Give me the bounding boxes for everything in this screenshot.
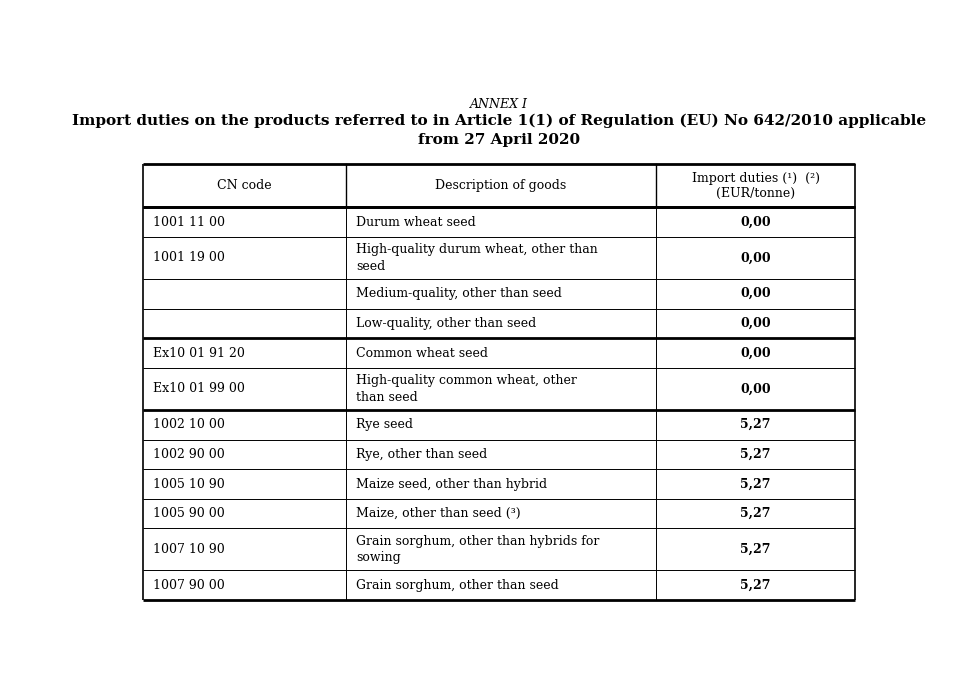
Text: 5,27: 5,27: [740, 579, 771, 592]
Text: Grain sorghum, other than seed: Grain sorghum, other than seed: [356, 579, 558, 592]
Text: 0,00: 0,00: [740, 317, 771, 330]
Text: CN code: CN code: [217, 179, 272, 192]
Text: Import duties on the products referred to in Article 1(1) of Regulation (EU) No : Import duties on the products referred t…: [72, 114, 926, 147]
Text: 5,27: 5,27: [740, 418, 771, 431]
Text: High-quality durum wheat, other than
seed: High-quality durum wheat, other than see…: [356, 243, 597, 273]
Text: 0,00: 0,00: [740, 216, 771, 229]
Text: 0,00: 0,00: [740, 287, 771, 300]
Text: 5,27: 5,27: [740, 543, 771, 556]
Text: Common wheat seed: Common wheat seed: [356, 347, 488, 360]
Text: High-quality common wheat, other
than seed: High-quality common wheat, other than se…: [356, 374, 577, 403]
Text: 1005 10 90: 1005 10 90: [153, 477, 224, 490]
Text: 1001 11 00: 1001 11 00: [153, 216, 225, 229]
Text: ANNEX I: ANNEX I: [470, 98, 528, 111]
Text: 5,27: 5,27: [740, 448, 771, 461]
Text: 1005 90 00: 1005 90 00: [153, 507, 224, 520]
Text: 0,00: 0,00: [740, 251, 771, 264]
Text: Rye seed: Rye seed: [356, 418, 413, 431]
Text: 0,00: 0,00: [740, 347, 771, 360]
Text: 1002 10 00: 1002 10 00: [153, 418, 225, 431]
Text: Description of goods: Description of goods: [435, 179, 567, 192]
Text: Rye, other than seed: Rye, other than seed: [356, 448, 487, 461]
Text: Medium-quality, other than seed: Medium-quality, other than seed: [356, 287, 562, 300]
Text: Ex10 01 99 00: Ex10 01 99 00: [153, 382, 244, 395]
Text: Ex10 01 91 20: Ex10 01 91 20: [153, 347, 244, 360]
Text: 1007 90 00: 1007 90 00: [153, 579, 224, 592]
Text: Low-quality, other than seed: Low-quality, other than seed: [356, 317, 536, 330]
Text: 1002 90 00: 1002 90 00: [153, 448, 224, 461]
Text: Maize, other than seed (³): Maize, other than seed (³): [356, 507, 520, 520]
Text: Import duties (¹)  (²)
(EUR/tonne): Import duties (¹) (²) (EUR/tonne): [692, 171, 820, 199]
Text: 1007 10 90: 1007 10 90: [153, 543, 224, 556]
Text: 5,27: 5,27: [740, 477, 771, 490]
Text: 0,00: 0,00: [740, 382, 771, 395]
Text: Maize seed, other than hybrid: Maize seed, other than hybrid: [356, 477, 547, 490]
Text: Grain sorghum, other than hybrids for
sowing: Grain sorghum, other than hybrids for so…: [356, 535, 599, 564]
Text: 1001 19 00: 1001 19 00: [153, 251, 225, 264]
Text: Durum wheat seed: Durum wheat seed: [356, 216, 475, 229]
Text: 5,27: 5,27: [740, 507, 771, 520]
